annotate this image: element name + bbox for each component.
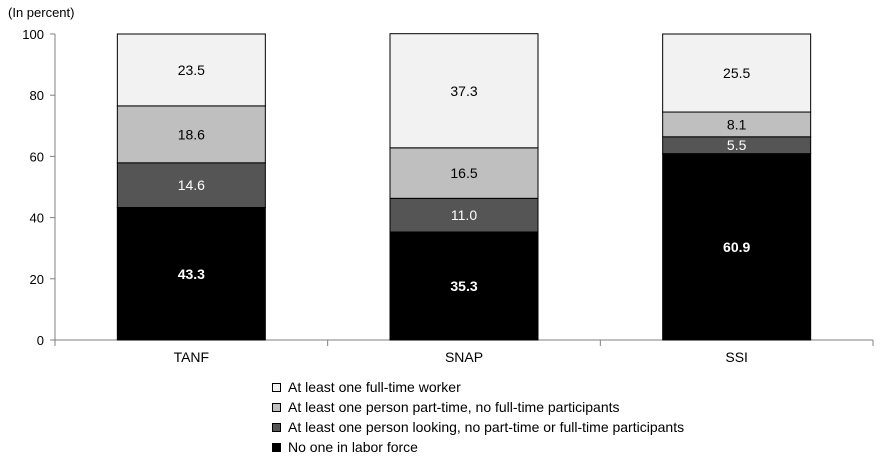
bar-segment <box>116 33 266 107</box>
legend-label: At least one full-time worker <box>288 379 461 395</box>
legend-swatch <box>272 402 281 412</box>
x-category-label: SSI <box>725 349 748 365</box>
data-label: 60.9 <box>723 239 750 255</box>
bars <box>116 33 812 341</box>
x-category-label: TANF <box>174 349 210 365</box>
legend-swatch <box>272 422 281 432</box>
bar-segment <box>389 33 539 149</box>
data-label: 43.3 <box>178 266 205 282</box>
y-tick-label: 100 <box>22 27 44 42</box>
y-tick-label: 80 <box>30 88 44 103</box>
data-label: 35.3 <box>450 278 477 294</box>
bar-segment <box>662 153 812 341</box>
data-label: 11.0 <box>451 207 477 223</box>
data-label: 23.5 <box>178 62 205 78</box>
legend-item: No one in labor force <box>272 437 684 457</box>
data-label: 25.5 <box>723 65 750 81</box>
bar-segment <box>662 111 812 138</box>
bar-segment <box>662 33 812 113</box>
bar-segment <box>389 197 539 233</box>
y-tick-label: 0 <box>37 333 44 348</box>
data-label: 5.5 <box>727 137 747 153</box>
bar-segment <box>116 105 266 164</box>
y-unit-label: (In percent) <box>8 5 74 20</box>
legend-label: At least one person part-time, no full-t… <box>288 399 620 415</box>
y-tick-label: 60 <box>30 149 44 164</box>
data-label: 18.6 <box>178 126 205 142</box>
legend: At least one full-time worker At least on… <box>272 377 684 457</box>
legend-swatch <box>272 382 281 392</box>
legend-label: At least one person looking, no part-tim… <box>288 419 685 435</box>
bar-segment <box>116 207 266 341</box>
bar-segment <box>116 162 266 209</box>
legend-item: At least one person part-time, no full-t… <box>272 397 684 417</box>
legend-swatch <box>272 442 281 452</box>
y-tick-label: 40 <box>30 211 44 226</box>
legend-label: No one in labor force <box>288 439 418 455</box>
bar-segment <box>389 147 539 199</box>
data-labels: 43.3 14.6 18.6 23.5 35.3 11.0 16.5 37.3 60.9 5.5 8… <box>178 62 751 294</box>
data-label: 37.3 <box>450 83 477 99</box>
legend-item: At least one full-time worker <box>272 377 684 397</box>
y-tick-label: 20 <box>30 272 44 287</box>
data-label: 14.6 <box>178 177 205 193</box>
data-label: 16.5 <box>450 165 477 181</box>
bar-segment <box>389 231 539 341</box>
x-category-label: SNAP <box>445 349 483 365</box>
legend-item: At least one person looking, no part-tim… <box>272 417 684 437</box>
data-label: 8.1 <box>727 116 747 132</box>
